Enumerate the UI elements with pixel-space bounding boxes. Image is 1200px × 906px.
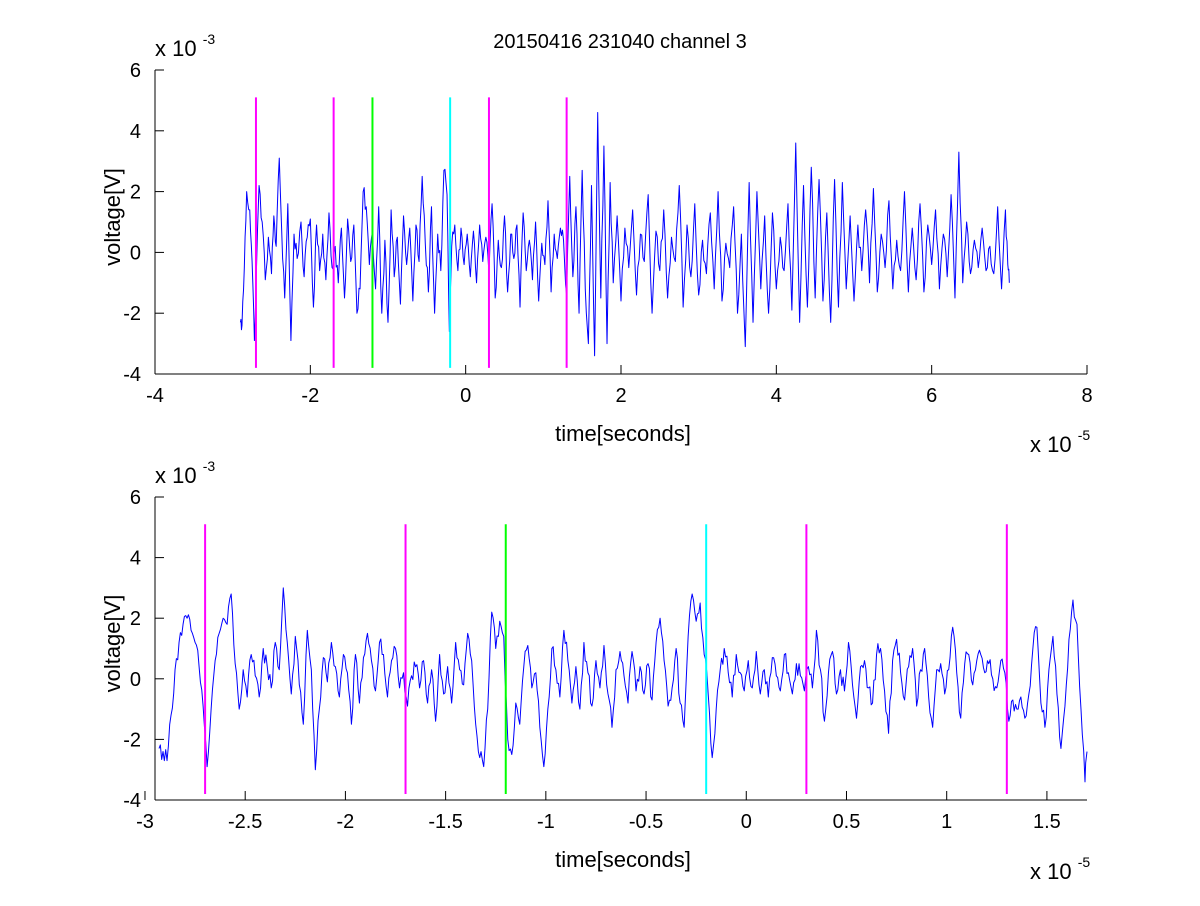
- top-y-tick-label: 2: [130, 182, 141, 204]
- bottom-x-multiplier: x 10 -5: [1030, 854, 1090, 884]
- bottom-y-exponent: -3: [203, 458, 216, 474]
- bottom-x-tick-label: 0: [741, 811, 752, 833]
- top-x-tick-label: -4: [146, 385, 164, 407]
- top-y-axis-label: voltage[V]: [100, 168, 125, 266]
- top-plot: -4 -2 0 2 4 6 8 -4 -2 0 2 4 6 time[seconds] voltage[V]…: [100, 31, 1093, 457]
- bottom-x-tick-label: -2: [337, 811, 355, 833]
- bottom-x-exponent: -5: [1078, 854, 1091, 870]
- top-x-tick-label: 8: [1081, 385, 1092, 407]
- bottom-x-tick-label: -0.5: [629, 811, 663, 833]
- top-y-tick-label: 0: [130, 242, 141, 264]
- top-y-tick-label: -4: [123, 364, 141, 386]
- bottom-y-tick-label: 6: [130, 487, 141, 509]
- bottom-x-tick-label: 1.5: [1033, 811, 1061, 833]
- bottom-x-tick-label: 1: [941, 811, 952, 833]
- bottom-y-multiplier: x 10 -3: [155, 458, 215, 488]
- bottom-voltage-trace: [158, 587, 1088, 783]
- top-x-tick-label: 2: [615, 385, 626, 407]
- top-y-tick-label: -2: [123, 303, 141, 325]
- bottom-x-tick-label: -2.5: [228, 811, 262, 833]
- bottom-x-axis-label: time[seconds]: [555, 847, 691, 872]
- top-y-exponent: -3: [203, 31, 216, 47]
- bottom-y-tick-label: 0: [130, 669, 141, 691]
- top-x-tick-label: 0: [460, 385, 471, 407]
- bottom-y-tick-label: 4: [130, 548, 141, 570]
- top-voltage-trace: [239, 112, 1010, 357]
- top-y-tick-label: 4: [130, 121, 141, 143]
- top-x-tick-label: -2: [301, 385, 319, 407]
- bottom-x-tick-label: -1.5: [428, 811, 462, 833]
- bottom-x-tick-label: -3: [136, 811, 154, 833]
- bottom-x-tick-label: -1: [537, 811, 555, 833]
- top-x-tick-label: 6: [926, 385, 937, 407]
- bottom-y-tick-label: -4: [123, 790, 141, 812]
- bottom-y-tick-label: 2: [130, 608, 141, 630]
- top-y-tick-label: 6: [130, 60, 141, 82]
- top-x-tick-label: 4: [771, 385, 782, 407]
- bottom-x-tick-label: 0.5: [833, 811, 861, 833]
- top-x-exponent: -5: [1078, 427, 1091, 443]
- bottom-y-tick-label: -2: [123, 729, 141, 751]
- bottom-y-axis-label: voltage[V]: [100, 595, 125, 693]
- figure-title: 20150416 231040 channel 3: [493, 31, 747, 53]
- top-x-axis-label: time[seconds]: [555, 421, 691, 446]
- bottom-plot: -3 -2.5 -2 -1.5 -1 -0.5 0 0.5 1 1.5 -4 -2 0 2 4 6 time[s…: [100, 458, 1090, 884]
